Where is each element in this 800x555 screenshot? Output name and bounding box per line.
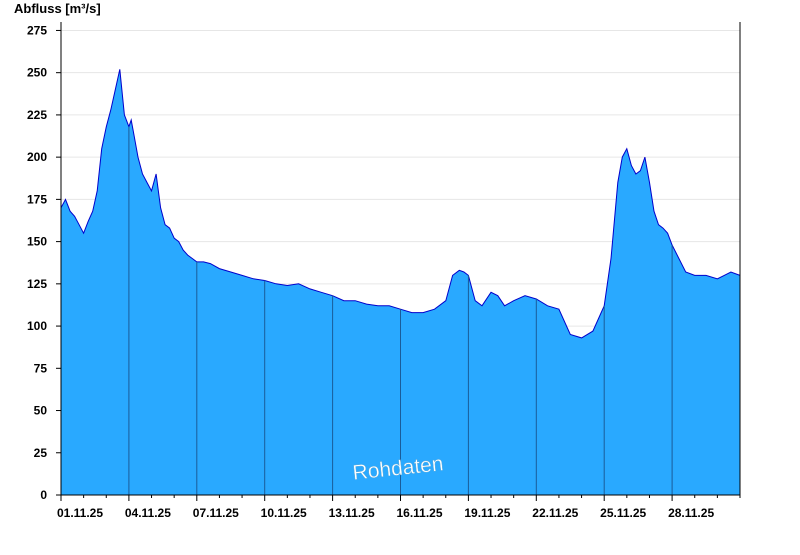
y-tick-label: 25 [34,446,48,460]
y-tick-label: 250 [27,66,47,80]
x-tick-label: 19.11.25 [464,506,510,520]
y-tick-label: 75 [34,361,48,375]
x-tick-label: 10.11.25 [261,506,307,520]
y-tick-label: 100 [27,319,47,333]
x-tick-label: 04.11.25 [125,506,171,520]
x-tick-label: 07.11.25 [193,506,239,520]
y-axis-label: Abfluss [m³/s] [14,1,101,16]
y-tick-label: 50 [34,404,48,418]
y-tick-label: 175 [27,192,47,206]
x-tick-label: 01.11.25 [57,506,103,520]
y-ticks: 0 25 50 75 100 125 150 175 200 225 250 275 [27,23,61,502]
y-tick-label: 225 [27,108,47,122]
x-ticks: 01.11.25 04.11.25 07.11.25 10.11.25 13.11.25… [57,495,741,520]
x-tick-label: 28.11.25 [668,506,714,520]
day-separators [128,126,673,495]
y-tick-label: 125 [27,277,47,291]
y-tick-label: 0 [40,488,47,502]
watermark-text: Rohdaten [352,452,445,484]
data-area [60,69,741,496]
x-tick-label: 22.11.25 [532,506,578,520]
y-tick-label: 150 [27,235,47,249]
y-tick-label: 200 [27,150,47,164]
x-tick-label: 16.11.25 [396,506,442,520]
x-tick-label: 13.11.25 [329,506,375,520]
x-tick-label: 25.11.25 [600,506,646,520]
y-tick-label: 275 [27,23,47,37]
series-area [61,69,740,496]
series-line [60,69,741,339]
watermark-layer: Rohdaten [351,452,445,485]
